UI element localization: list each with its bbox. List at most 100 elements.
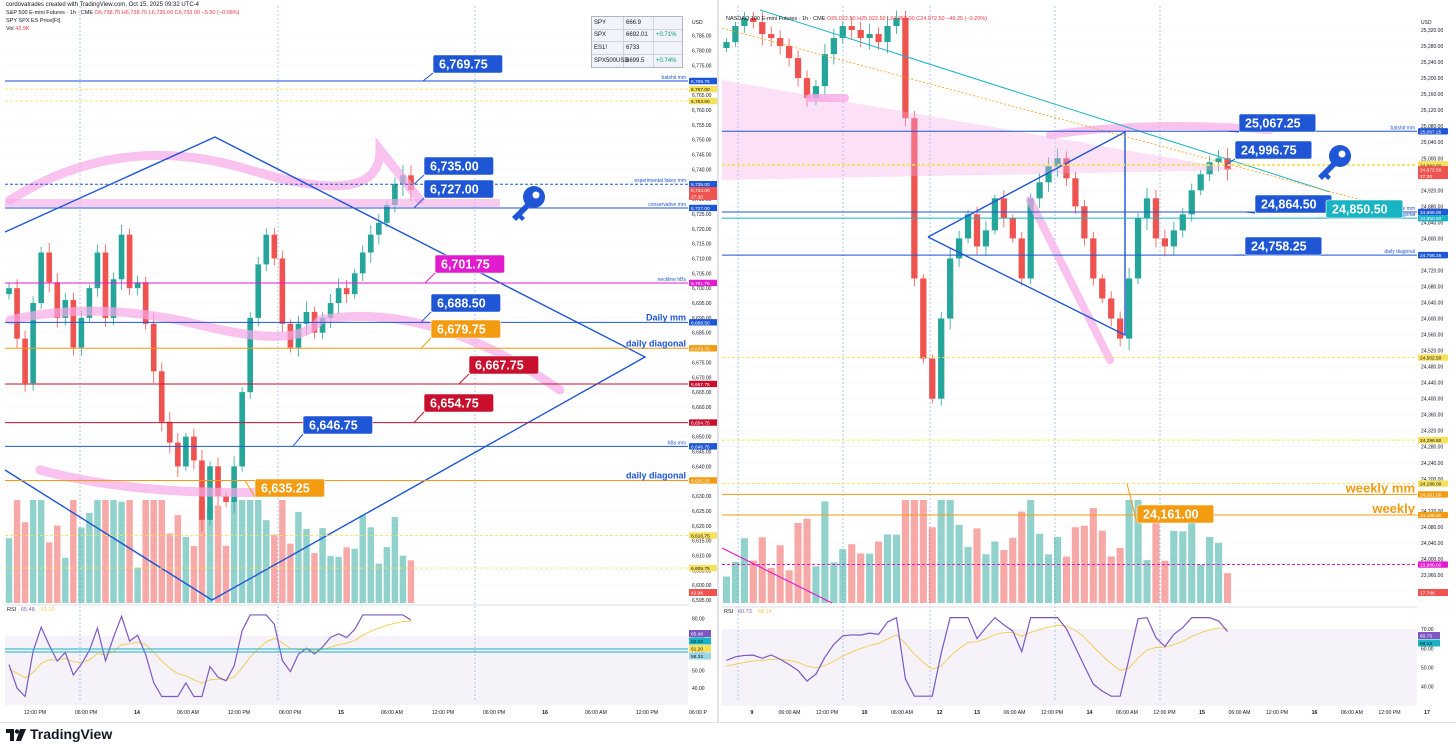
y-tick-label: 25,000.00: [1421, 156, 1443, 162]
volume-bar: [287, 543, 294, 603]
candle-body: [964, 214, 972, 239]
candle-body: [303, 311, 310, 324]
plot-area: [722, 6, 1417, 603]
candle-body: [1090, 238, 1097, 279]
candle-body: [191, 436, 197, 461]
y-tick-label: 6,620.00: [692, 524, 712, 530]
price-callout-box: [434, 254, 505, 274]
quote-table[interactable]: SPY 666.9 SPX 6692.01 +0.71% ES1! 6733 SPX50…: [591, 16, 683, 68]
candle-body: [247, 317, 254, 393]
left-symbol-name: S&P 500 E-mini Futures · 1h · CME: [6, 10, 94, 16]
tradingview-logo-icon[interactable]: [6, 727, 26, 743]
price-level-badge: [689, 564, 719, 572]
price-level-badge: [689, 279, 719, 287]
price-callout-text: 6,654.75: [430, 397, 479, 411]
candle-body: [839, 26, 846, 39]
callout-pointer: [422, 72, 434, 82]
candle-body: [359, 252, 366, 274]
y-tick-label: 6,695.00: [692, 301, 712, 307]
volume-bar: [955, 524, 963, 603]
price-level-label: daily diagonal: [1384, 249, 1415, 255]
price-level-badge-text: 6,763.00: [691, 99, 710, 105]
price-level-badge-text: 6,654.75: [691, 421, 710, 427]
quote-row: SPY 666.9: [592, 17, 682, 30]
y-tick-label: 25,280.00: [1421, 44, 1443, 50]
candle-body: [973, 214, 981, 247]
right-symbol-header[interactable]: NASDAQ 100 E-mini Futures · 1h · CME O25…: [726, 16, 987, 22]
price-callout-box: [1244, 236, 1323, 256]
volume-bar: [37, 500, 45, 603]
volume-value: 42.9K: [15, 26, 30, 32]
price-level-badge-text: 6,635.25: [691, 478, 710, 484]
y-tick-label: 6,775.00: [692, 63, 712, 69]
volume-bar: [214, 505, 222, 603]
volume-bar: [359, 515, 366, 603]
y-tick-label: 6,730.00: [692, 197, 712, 203]
price-callout-text: 24,758.25: [1251, 240, 1307, 254]
price-callout-text: 24,996.75: [1241, 144, 1297, 158]
y-tick-label: 6,675.00: [692, 360, 712, 366]
candle-body: [1045, 166, 1052, 183]
x-tick-label: 13: [974, 710, 980, 716]
candle-body: [271, 234, 278, 259]
volume-bar: [94, 500, 101, 603]
candle-body: [1215, 158, 1222, 163]
price-callout-box: [430, 293, 501, 313]
price-callout-box: [1136, 504, 1215, 524]
currency-label: USD: [1421, 20, 1432, 26]
volume-bar: [1206, 536, 1214, 603]
volume-bar: [86, 512, 93, 603]
price-callout-text: 6,735.00: [430, 160, 479, 174]
quote-symbol: SPX: [592, 29, 624, 41]
price-level-badge: [689, 85, 719, 93]
volume-bar: [1197, 564, 1205, 603]
x-tick-label: 15: [1199, 710, 1205, 716]
y-tick-label: 6,725.00: [692, 212, 712, 218]
volume-bar: [1036, 533, 1044, 603]
tradingview-brand[interactable]: TradingView: [30, 726, 113, 742]
rsi-line: [8, 614, 412, 698]
price-level-badge: [689, 345, 719, 352]
candle-body: [1143, 198, 1151, 219]
candle-body: [6, 288, 12, 295]
price-callout-box: [1325, 199, 1404, 219]
price-level-badge-text: 6,616.75: [691, 533, 710, 539]
y-tick-label: 6,710.00: [692, 256, 712, 262]
left-symbol-header[interactable]: S&P 500 E-mini Futures · 1h · CME O6,738…: [6, 10, 240, 16]
y-tick-label: 24,440.00: [1421, 381, 1443, 387]
price-level-badge-text: 24,188.00: [1420, 482, 1442, 488]
volume-badge-text: 42.9K: [691, 590, 704, 596]
y-tick-label: 6,705.00: [692, 271, 712, 277]
x-tick-label: 06:00 PM: [279, 710, 301, 716]
y-tick-label: 6,745.00: [692, 153, 712, 159]
candle-body: [102, 252, 109, 318]
volume-bar: [367, 527, 374, 603]
volume-bar: [1071, 527, 1079, 603]
price-level-label: Daily mm: [646, 312, 686, 322]
rsi-badge-text: 65.48: [691, 631, 703, 637]
volume-bar: [110, 500, 117, 603]
left-volume-legend[interactable]: Vol 42.9K: [6, 26, 30, 32]
volume-bar: [866, 553, 874, 603]
volume-bar: [126, 500, 133, 603]
volume-bar: [1223, 573, 1232, 603]
x-tick-label: 16: [542, 710, 548, 716]
left-indicator-legend[interactable]: SPY SPX ES Price[Ft]: [6, 18, 61, 24]
volume-bar: [839, 549, 847, 603]
candle-body: [30, 303, 36, 384]
volume-bar: [946, 500, 954, 603]
candle-body: [1108, 298, 1115, 319]
diagonal-trendline: [759, 9, 1331, 193]
y-tick-label: 23,960.00: [1421, 573, 1443, 579]
rsi-tick-label: 50.00: [692, 668, 705, 674]
rsi-badge: [1418, 639, 1440, 647]
volume-bar: [238, 500, 246, 603]
key-hole: [532, 191, 540, 199]
volume-bar: [391, 517, 399, 603]
volume-bar: [62, 557, 69, 603]
candle-body: [1081, 206, 1088, 239]
candle-body: [86, 288, 93, 318]
callout-pointer: [413, 411, 425, 423]
price-level-label: daily diagonal: [626, 470, 686, 480]
volume-bar: [1188, 519, 1196, 603]
